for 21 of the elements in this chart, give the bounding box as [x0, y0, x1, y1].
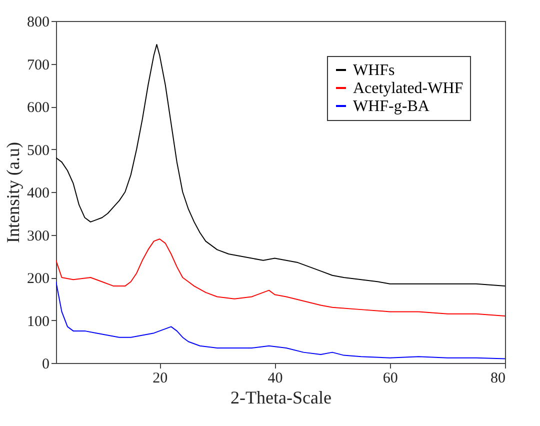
line-series [56, 281, 505, 360]
legend-label: WHFs [353, 62, 395, 79]
y-tick-label: 700 [27, 57, 50, 74]
x-axis-title: 2-Theta-Scale [230, 388, 332, 408]
y-tick-label: 800 [27, 14, 50, 30]
y-tick-label: 500 [27, 142, 50, 159]
legend-label: WHF-g-BA [353, 98, 430, 115]
x-tick-label: 20 [152, 370, 168, 386]
y-axis-title: Intensity (a.u) [3, 142, 23, 243]
y-tick-label: 200 [27, 271, 50, 287]
y-tick-label: 100 [27, 314, 50, 330]
legend-label: Acetylated-WHF [353, 80, 464, 97]
x-tick-label: 40 [268, 370, 283, 386]
line-series [56, 44, 505, 287]
y-tick-label: 600 [27, 100, 50, 116]
y-tick-label: 0 [42, 356, 50, 372]
x-tick-label: 80 [490, 370, 506, 386]
line-series [56, 238, 505, 316]
y-tick-label: 400 [27, 186, 50, 202]
y-tick-label: 300 [27, 228, 50, 244]
x-tick-label: 60 [382, 370, 398, 386]
